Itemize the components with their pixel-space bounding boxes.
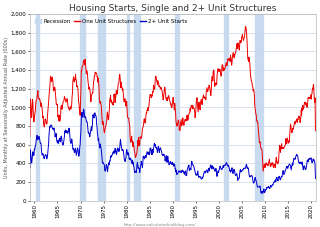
Bar bbox=[255, 14, 263, 201]
Bar bbox=[98, 14, 105, 201]
Bar bbox=[80, 14, 85, 201]
Bar bbox=[175, 14, 179, 201]
Title: Housing Starts, Single and 2+ Unit Structures: Housing Starts, Single and 2+ Unit Struc… bbox=[69, 4, 276, 13]
Text: http://www.calculatedriskblog.com/: http://www.calculatedriskblog.com/ bbox=[124, 223, 196, 227]
Legend: Recession, One Unit Structures, 2+ Unit Starts: Recession, One Unit Structures, 2+ Unit … bbox=[33, 17, 189, 26]
Bar bbox=[224, 14, 228, 201]
Bar bbox=[127, 14, 129, 201]
Y-axis label: Units, Monthly at Seasonally Adjusted Annual Rate (000s): Units, Monthly at Seasonally Adjusted An… bbox=[4, 37, 9, 178]
Bar bbox=[134, 14, 140, 201]
Bar bbox=[36, 14, 39, 201]
